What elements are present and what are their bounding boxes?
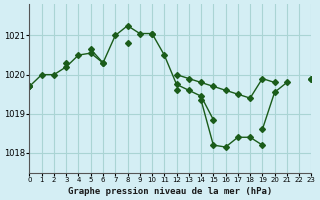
X-axis label: Graphe pression niveau de la mer (hPa): Graphe pression niveau de la mer (hPa) [68, 187, 273, 196]
